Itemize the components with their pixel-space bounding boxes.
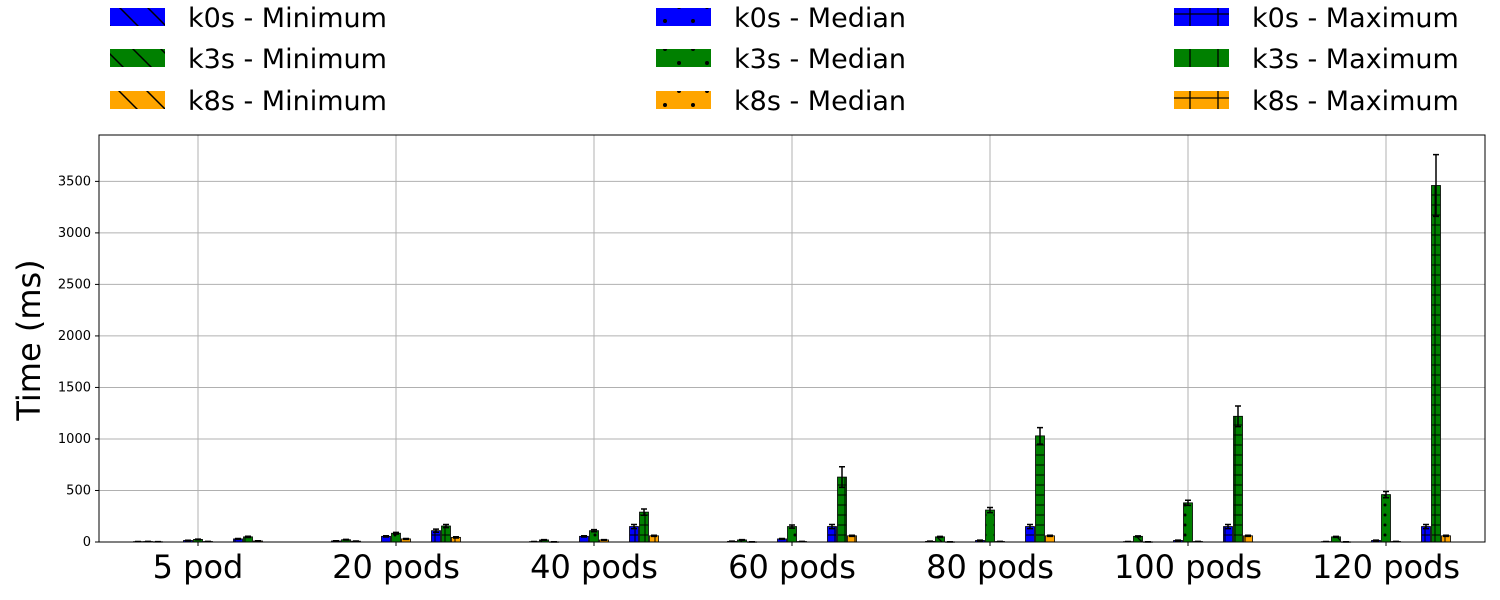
bar-k3s-maximum (441, 525, 451, 543)
error-bar (651, 534, 657, 538)
y-tick-label: 500 (66, 483, 91, 498)
error-bar (1027, 523, 1033, 530)
error-bar (195, 538, 201, 541)
legend-label: k8s - Maximum (1252, 86, 1459, 117)
legend-swatch (656, 91, 711, 109)
y-axis-label: Time (ms) (10, 259, 48, 421)
error-bar (1373, 539, 1379, 542)
error-bar (631, 523, 637, 530)
x-tick-label: 40 pods (530, 548, 658, 586)
error-bar (403, 537, 409, 541)
error-bar (393, 531, 399, 535)
error-bar (1047, 534, 1053, 538)
bar-k3s-maximum (1233, 415, 1243, 543)
grid (99, 135, 1485, 543)
plot-frame (98, 134, 1486, 543)
bar-k3s-maximum (1035, 435, 1045, 543)
error-bar (433, 528, 439, 533)
y-tick-label: 1000 (58, 432, 91, 447)
error-bar (739, 538, 745, 541)
bar-k3s-median (787, 526, 797, 543)
error-bar (1333, 535, 1339, 539)
error-bar (987, 506, 993, 514)
legend-swatch (656, 8, 711, 26)
error-bar (383, 534, 389, 538)
legend-label: k0s - Median (734, 3, 906, 34)
legend-label: k0s - Minimum (188, 3, 387, 34)
error-bar (829, 523, 835, 530)
error-bar (1037, 426, 1043, 445)
bar-k3s-maximum (639, 511, 649, 543)
error-bar (839, 466, 845, 489)
legend-label: k8s - Median (734, 86, 906, 117)
bar-k3s-median (1381, 494, 1391, 543)
error-bar (641, 508, 647, 516)
x-tick-label: 60 pods (728, 548, 856, 586)
bar-k3s-median (1183, 502, 1193, 543)
error-bar (245, 535, 251, 539)
x-tick-label: 80 pods (926, 548, 1054, 586)
error-bar (849, 534, 855, 538)
error-bar (937, 535, 943, 539)
x-tick-label: 5 pod (153, 548, 244, 586)
error-bar (235, 537, 241, 541)
error-bar (977, 539, 983, 542)
error-bar (1225, 523, 1231, 530)
error-bar (1443, 534, 1449, 538)
legend-label: k3s - Maximum (1252, 44, 1459, 75)
error-bar (779, 537, 785, 541)
legend-swatch (110, 8, 165, 26)
legend-label: k8s - Minimum (188, 86, 387, 117)
bar-k3s-maximum (1431, 185, 1441, 543)
legend-swatch (1174, 8, 1229, 26)
error-bar (601, 538, 607, 541)
error-bar (1235, 405, 1241, 428)
legend-label: k3s - Median (734, 44, 906, 75)
error-bar (453, 535, 459, 539)
legend-swatch (656, 49, 711, 67)
legend-swatch (1174, 49, 1229, 67)
error-bar (1185, 499, 1191, 507)
error-bar (1383, 490, 1389, 499)
error-bar (541, 538, 547, 541)
legend-swatch (110, 49, 165, 67)
legend-swatch (1174, 91, 1229, 109)
error-bar (789, 524, 795, 529)
x-tick-label: 100 pods (1114, 548, 1262, 586)
error-bar (1245, 534, 1251, 538)
error-bar (1433, 153, 1439, 218)
legend-label: k3s - Minimum (188, 44, 387, 75)
error-bar (1135, 535, 1141, 538)
legend-swatch (110, 91, 165, 109)
bar-k3s-median (985, 509, 995, 543)
error-bar (343, 538, 349, 541)
error-bar (581, 534, 587, 538)
x-tick-label: 120 pods (1312, 548, 1460, 586)
x-tick-label: 20 pods (332, 548, 460, 586)
y-tick-label: 0 (83, 535, 91, 550)
error-bar (1423, 523, 1429, 530)
y-tick-label: 1500 (58, 380, 91, 395)
y-tick-label: 2500 (58, 277, 91, 292)
legend-label: k0s - Maximum (1252, 3, 1459, 34)
error-bar (1175, 539, 1181, 542)
error-bar (591, 528, 597, 533)
legend: k0s - Minimum k3s - Minimum k8s - Minimum k… (110, 3, 1459, 117)
axes: 0 500 1000 1500 2000 2500 3000 3500 5 pod 20 pods… (58, 134, 1486, 586)
error-bar (443, 523, 449, 529)
y-tick-label: 3500 (58, 174, 91, 189)
y-tick-label: 3000 (58, 226, 91, 241)
y-tick-label: 2000 (58, 329, 91, 344)
